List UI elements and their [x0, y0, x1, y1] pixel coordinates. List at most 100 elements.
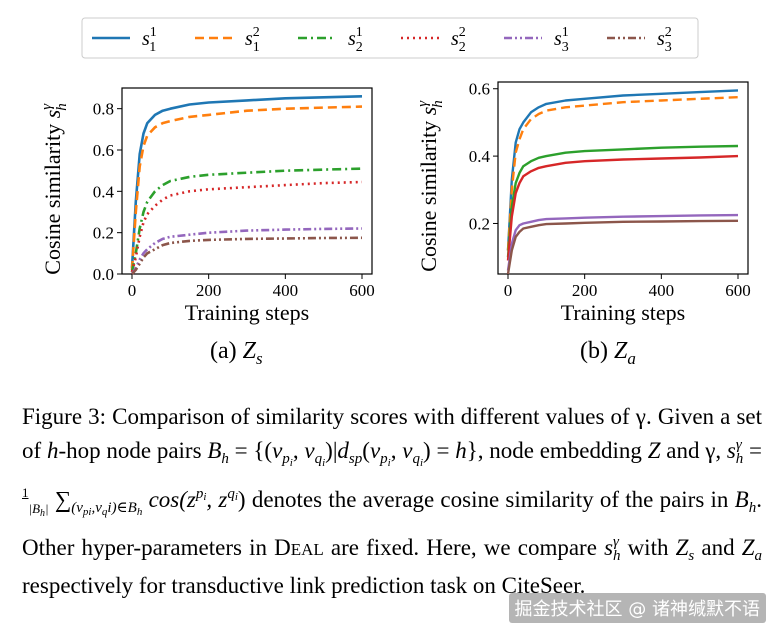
caption-part: q — [412, 451, 420, 467]
caption-part: v — [272, 438, 283, 463]
caption-part: Z — [741, 535, 755, 560]
caption-part: D — [274, 535, 291, 560]
x-axis-label: Training steps — [561, 300, 685, 325]
caption-part: γ — [735, 437, 742, 453]
series-line-5 — [506, 213, 739, 271]
y-axis-label: Cosine similarity sγh — [39, 103, 70, 275]
caption-part: respectively for transductive link predi… — [22, 573, 586, 598]
caption-part: Figure 3: Comparison of similarity score… — [22, 404, 762, 463]
x-tick-label: 400 — [649, 281, 675, 300]
panel-a-chart: 0.0 0.2 0.4 0.6 0.8 0 200 400 600 Training steps C… — [39, 87, 375, 368]
caption-part: i — [419, 457, 424, 469]
caption-part: i — [234, 491, 238, 503]
caption-part: i — [322, 457, 326, 469]
series-line-4 — [506, 154, 739, 261]
caption-part: with — [620, 535, 676, 560]
caption-part: (v — [71, 500, 83, 516]
caption-part: ,v — [91, 500, 102, 516]
legend: s1 1 s2 1 s1 2 s2 2 s1 3 s2 3 — [81, 17, 699, 59]
y-tick-label: 0.6 — [469, 80, 490, 99]
plot-frame — [497, 81, 749, 275]
legend-label-6: s2 3 — [657, 25, 672, 55]
caption-part: = — [743, 438, 763, 463]
legend-label-5: s1 3 — [554, 25, 569, 55]
caption-part: EAL — [290, 540, 324, 559]
caption-part: p — [380, 451, 388, 467]
caption-part: q — [101, 506, 108, 518]
y-tick-label: 0.8 — [93, 100, 114, 119]
caption-part: q — [227, 486, 235, 502]
caption-part: , z — [206, 487, 228, 512]
caption-part: ) = — [423, 438, 456, 463]
caption-part: q — [314, 451, 323, 467]
caption-part: -hop node pairs — [58, 438, 208, 463]
caption-part: |B — [28, 501, 41, 516]
y-tick-label: 0.2 — [93, 224, 114, 243]
caption-part: h — [612, 548, 621, 564]
caption-text: Figure 3: Comparison of similarity score… — [22, 402, 762, 600]
caption-part: . Other hyper-parameters in — [22, 487, 762, 560]
caption-part: h — [748, 500, 757, 516]
caption-part: , — [292, 438, 305, 463]
x-tick-label: 400 — [273, 281, 299, 300]
y-tick-label: 0.4 — [93, 182, 115, 201]
caption-part: v — [402, 438, 413, 463]
caption-part: d — [337, 438, 349, 463]
caption-part: p — [195, 486, 204, 502]
caption-part: ∑ — [48, 487, 72, 512]
panel-b-chart: 0.2 0.4 0.6 0 200 400 600 Training steps Cosine … — [415, 80, 751, 368]
series-line-1 — [506, 89, 739, 251]
caption-part: i — [203, 491, 207, 503]
caption-part: B — [207, 438, 222, 463]
panel-caption: (a) Zs — [210, 338, 263, 368]
caption-part: i — [289, 457, 293, 469]
caption-part: i — [88, 506, 92, 518]
caption-part: and γ, — [660, 438, 727, 463]
series-line-5 — [130, 227, 363, 275]
caption-part: h — [455, 438, 467, 463]
y-tick-label: 0.2 — [469, 214, 490, 233]
caption-part: v — [369, 438, 381, 463]
caption-part: s — [688, 548, 695, 564]
caption-part: sp — [348, 451, 363, 467]
caption-part: a — [754, 548, 763, 564]
caption-part: s — [726, 438, 736, 463]
series-line-6 — [506, 219, 739, 275]
x-tick-label: 0 — [504, 281, 513, 300]
series-line-2 — [130, 105, 363, 270]
series-line-3 — [130, 167, 363, 273]
series-line-3 — [506, 144, 739, 258]
caption-part: h — [46, 438, 59, 463]
caption-part: h — [136, 506, 143, 518]
caption-part: h — [40, 508, 46, 519]
caption-part: p — [282, 451, 290, 467]
caption-part: Z — [647, 438, 661, 463]
y-tick-label: 0.4 — [469, 147, 491, 166]
y-axis-label: Cosine similarity sγh — [415, 100, 446, 272]
caption-part: B — [734, 487, 749, 512]
caption-part: i — [107, 500, 112, 516]
caption-part: ( — [362, 438, 370, 463]
legend-label-1: s1 1 — [142, 25, 157, 55]
caption-part: ) denotes the average cosine similarity … — [237, 487, 735, 512]
caption-part: s — [604, 535, 614, 560]
caption-part: h — [221, 451, 229, 467]
caption-part: h — [735, 451, 744, 467]
caption-part: are fixed. Here, we compare — [323, 535, 605, 560]
caption-part: }, node embedding — [466, 438, 648, 463]
y-tick-label: 0.0 — [93, 265, 114, 284]
caption-part: i — [387, 457, 391, 469]
watermark: 掘金技术社区 @ 诸神缄默不语 — [508, 593, 766, 623]
x-tick-label: 200 — [196, 281, 222, 300]
series-line-4 — [130, 180, 363, 273]
x-tick-label: 600 — [349, 281, 375, 300]
caption-part: p — [82, 506, 89, 518]
legend-label-4: s2 2 — [451, 25, 466, 55]
series-line-6 — [131, 236, 363, 275]
panel-caption: (b) Za — [580, 338, 636, 368]
caption-part: v — [304, 438, 315, 463]
series-line-2 — [506, 96, 739, 251]
caption-part: γ — [613, 534, 619, 550]
figure-caption: Figure 3: Comparison of similarity score… — [22, 402, 762, 600]
legend-box — [81, 17, 699, 59]
